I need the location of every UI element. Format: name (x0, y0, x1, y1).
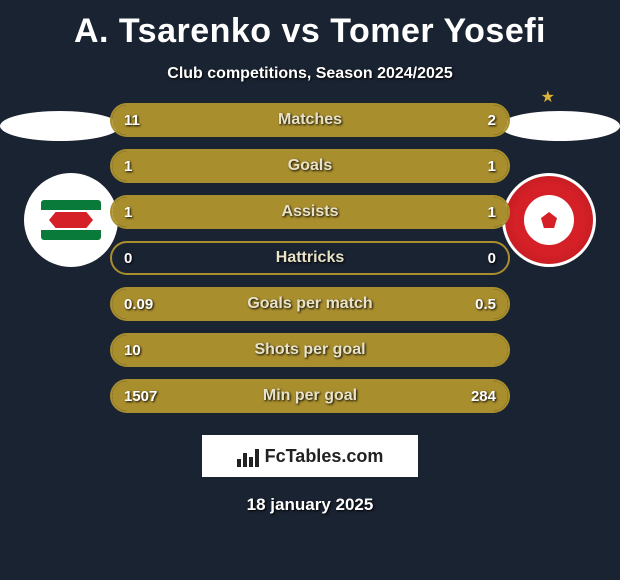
bar-fill-right (453, 105, 508, 135)
stat-value-right: 2 (488, 112, 496, 129)
stat-bar: 10 Shots per goal (110, 333, 510, 367)
chart-icon (237, 445, 259, 467)
player-right-ellipse (500, 111, 620, 141)
stat-bar: 1507 284 Min per goal (110, 379, 510, 413)
bar-fill-left (112, 151, 310, 181)
stat-label: Shots per goal (254, 341, 365, 359)
date-label: 18 january 2025 (0, 495, 620, 515)
club-badge-left (24, 173, 118, 267)
stat-label: Assists (282, 203, 339, 221)
stat-bar: 1 1 Assists (110, 195, 510, 229)
stat-bar: 11 2 Matches (110, 103, 510, 137)
stat-bar: 0 0 Hattricks (110, 241, 510, 275)
bar-fill-right (310, 197, 508, 227)
stat-value-left: 11 (124, 112, 140, 129)
stat-value-left: 10 (124, 342, 141, 359)
page-title: A. Tsarenko vs Tomer Yosefi (0, 0, 620, 51)
soccer-ball-icon (524, 195, 574, 245)
stat-label: Matches (278, 111, 342, 129)
stat-label: Hattricks (276, 249, 344, 267)
stat-value-left: 1 (124, 158, 132, 175)
comparison-panel: ★ 112Matches11Goals11Assists00Hattricks0… (0, 103, 620, 413)
club-left-flag-icon (41, 200, 101, 240)
stat-label: Goals per match (247, 295, 372, 313)
stat-value-left: 0 (124, 250, 132, 267)
stat-value-left: 1507 (124, 388, 157, 405)
star-icon: ★ (541, 87, 555, 107)
stat-value-right: 284 (471, 388, 496, 405)
brand-box: FcTables.com (202, 435, 418, 477)
stat-value-left: 1 (124, 204, 132, 221)
stat-label: Goals (288, 157, 332, 175)
stat-bars: 112Matches11Goals11Assists00Hattricks0.0… (110, 103, 510, 413)
stat-bar: 1 1 Goals (110, 149, 510, 183)
bar-fill-left (112, 197, 310, 227)
bar-fill-right (310, 151, 508, 181)
stat-label: Min per goal (263, 387, 357, 405)
club-badge-right (502, 173, 596, 267)
player-left-ellipse (0, 111, 120, 141)
stat-value-right: 0 (488, 250, 496, 267)
stat-value-right: 1 (488, 158, 496, 175)
stat-value-right: 1 (488, 204, 496, 221)
subtitle: Club competitions, Season 2024/2025 (0, 65, 620, 83)
brand-text: FcTables.com (265, 446, 384, 467)
stat-bar: 0.09 0.5 Goals per match (110, 287, 510, 321)
stat-value-left: 0.09 (124, 296, 153, 313)
stat-value-right: 0.5 (475, 296, 496, 313)
